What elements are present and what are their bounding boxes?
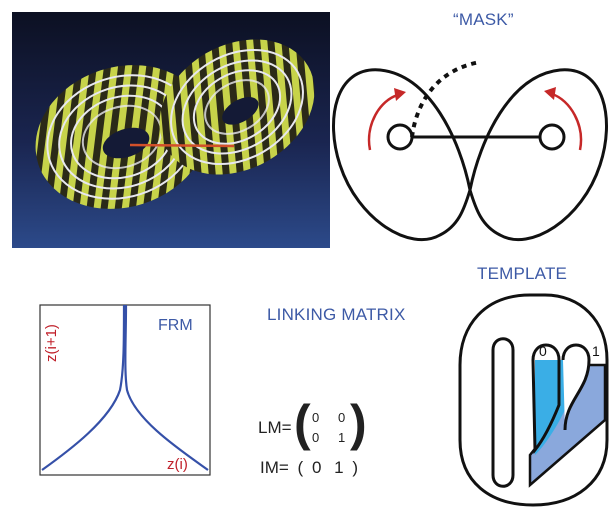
lm-cell-11: 1 bbox=[338, 430, 346, 445]
left-hole bbox=[102, 127, 150, 159]
im-close-paren: ) bbox=[352, 458, 359, 477]
template-outer-boundary bbox=[458, 293, 609, 507]
lm-close-paren: ) bbox=[350, 395, 367, 451]
lm-cell-00: 0 bbox=[312, 410, 320, 425]
frm-plot: FRM z(i+1) z(i) bbox=[39, 304, 211, 476]
mask-left-arrow bbox=[367, 93, 399, 151]
right-hole bbox=[222, 97, 259, 125]
mask-outline bbox=[332, 68, 608, 241]
template-stem-0 bbox=[531, 343, 561, 455]
lm-cell-10: 0 bbox=[312, 430, 320, 445]
template-title: TEMPLATE bbox=[477, 264, 568, 283]
lm-prefix: LM= bbox=[258, 418, 292, 437]
frm-xlabel: z(i) bbox=[167, 456, 188, 473]
mask-right-hole bbox=[538, 123, 566, 151]
im-value-1: 1 bbox=[334, 458, 344, 477]
mask-title: “MASK” bbox=[453, 10, 514, 29]
im-row: IM= ( 0 1 ) bbox=[260, 458, 358, 478]
mask-right-arrow bbox=[551, 92, 583, 151]
template-stem-1 bbox=[561, 343, 591, 431]
mask-left-hole bbox=[386, 123, 414, 151]
template-diagram: 0 1 bbox=[458, 293, 609, 507]
double-torus-render bbox=[12, 12, 330, 248]
connecting-segment bbox=[129, 143, 235, 148]
linking-matrix-title: LINKING MATRIX bbox=[267, 305, 406, 324]
im-value-0: 0 bbox=[311, 458, 322, 477]
lm-open-paren: ( bbox=[294, 395, 311, 451]
mask-diagram bbox=[332, 60, 608, 241]
frm-ylabel: z(i+1) bbox=[43, 324, 60, 362]
mask-left-arrowhead bbox=[394, 88, 406, 101]
frm-curve-right bbox=[124, 304, 209, 471]
lm-block: LM= ( 0 0 0 1 ) bbox=[258, 398, 398, 452]
template-left-loop bbox=[491, 337, 515, 488]
right-torus bbox=[159, 39, 315, 175]
im-prefix: IM= bbox=[260, 458, 289, 477]
template-branch-0-label: 0 bbox=[539, 343, 547, 359]
template-branch-1-label: 1 bbox=[592, 343, 600, 359]
im-open-paren: ( bbox=[297, 458, 304, 477]
mask-dashed-path bbox=[410, 60, 481, 138]
frm-curve-left bbox=[41, 304, 126, 471]
lm-cell-01: 0 bbox=[338, 410, 346, 425]
frm-label: FRM bbox=[158, 317, 193, 334]
mask-right-arrowhead bbox=[544, 87, 556, 100]
